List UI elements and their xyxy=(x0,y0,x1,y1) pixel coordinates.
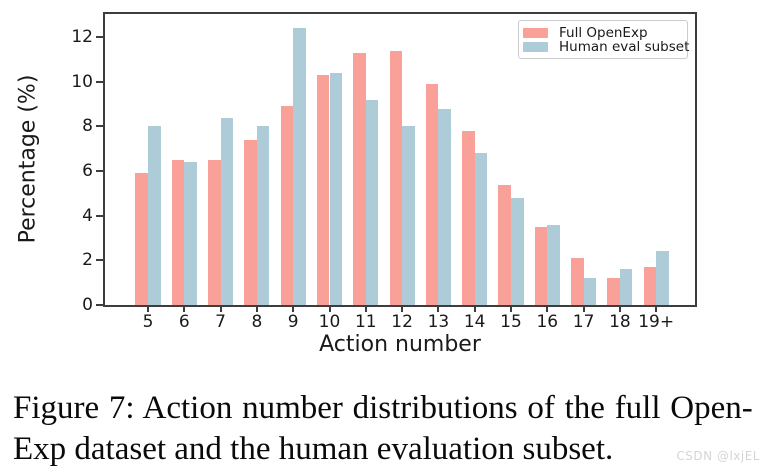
x-tick-label: 13 xyxy=(427,312,450,332)
bar-full-openexp xyxy=(607,278,620,305)
legend-swatch-full-openexp xyxy=(523,27,548,38)
x-tick-label: 16 xyxy=(536,312,559,332)
y-tick-label: 4 xyxy=(82,205,93,226)
x-tick-mark xyxy=(546,306,549,312)
legend-item-full-openexp: Full OpenExp xyxy=(523,24,681,41)
bar-full-openexp xyxy=(571,258,584,305)
bar-human-eval-subset xyxy=(148,126,161,305)
x-tick-label: 14 xyxy=(463,312,486,332)
bar-human-eval-subset xyxy=(329,72,343,305)
bar-full-openexp xyxy=(425,84,439,305)
y-tick-mark xyxy=(96,259,103,262)
y-tick-label: 6 xyxy=(82,161,93,182)
plot-area: Full OpenExp Human eval subset xyxy=(103,12,697,307)
x-tick-label: 9 xyxy=(287,312,299,332)
y-tick-label: 8 xyxy=(82,116,93,137)
bar-full-openexp xyxy=(498,184,511,305)
bar-full-openexp xyxy=(208,159,221,305)
x-tick-label: 17 xyxy=(572,312,595,332)
x-tick-mark xyxy=(328,306,331,312)
y-axis-label: Percentage (%) xyxy=(15,74,41,244)
bar-human-eval-subset xyxy=(402,126,415,305)
x-tick-mark xyxy=(437,306,440,312)
bar-full-openexp xyxy=(462,130,475,305)
y-tick-mark xyxy=(96,80,103,83)
x-tick-mark xyxy=(219,306,222,312)
legend-swatch-human-eval-subset xyxy=(523,41,548,52)
x-tick-mark xyxy=(255,306,258,312)
x-tick-mark xyxy=(473,306,476,312)
x-tick-mark xyxy=(292,306,295,312)
x-tick-mark xyxy=(364,306,367,312)
x-tick-label: 8 xyxy=(251,312,263,332)
watermark: CSDN @lxjEL xyxy=(676,449,760,463)
x-tick-label: 7 xyxy=(215,312,226,332)
x-tick-mark xyxy=(183,306,186,312)
caption-line-1: Figure 7: Action number distributions of… xyxy=(13,390,753,426)
x-tick-mark xyxy=(655,306,658,312)
bar-full-openexp xyxy=(171,159,185,305)
y-tick-label: 2 xyxy=(82,250,93,271)
bar-human-eval-subset xyxy=(656,251,669,305)
bar-chart: Percentage (%) Full OpenExp Human eval s… xyxy=(15,12,697,357)
legend-item-human-eval-subset: Human eval subset xyxy=(523,39,689,55)
y-tick-label: 12 xyxy=(71,27,93,48)
y-tick-label: 10 xyxy=(71,71,93,92)
bar-full-openexp xyxy=(244,139,257,305)
x-tick-label: 15 xyxy=(500,312,522,332)
bar-human-eval-subset xyxy=(583,278,597,305)
x-tick-mark xyxy=(510,306,512,312)
figure-caption: Figure 7: Action number distributions of… xyxy=(13,388,763,470)
x-tick-label: 6 xyxy=(178,312,190,332)
y-tick-label: 0 xyxy=(82,295,93,315)
y-tick-mark xyxy=(96,214,103,217)
bar-full-openexp xyxy=(135,173,148,305)
x-tick-label: 10 xyxy=(318,312,341,332)
bar-full-openexp xyxy=(280,106,294,305)
bar-full-openexp xyxy=(316,75,330,305)
bar-human-eval-subset xyxy=(547,224,560,305)
y-tick-mark xyxy=(96,170,103,173)
bar-human-eval-subset xyxy=(293,28,306,305)
x-tick-label: 11 xyxy=(354,312,377,332)
bar-human-eval-subset xyxy=(365,99,379,305)
legend: Full OpenExp Human eval subset xyxy=(518,20,689,59)
legend-label-human-eval-subset: Human eval subset xyxy=(559,38,690,55)
y-tick-mark xyxy=(96,36,103,39)
x-tick-label: 18 xyxy=(609,312,631,332)
bar-human-eval-subset xyxy=(474,153,488,305)
bar-full-openexp xyxy=(534,226,548,305)
x-tick-label: 12 xyxy=(391,312,413,332)
bar-full-openexp xyxy=(643,267,657,305)
x-tick-mark xyxy=(147,306,149,312)
bar-human-eval-subset xyxy=(184,162,197,305)
x-axis-label: Action number xyxy=(319,332,481,357)
x-tick-label: 19+ xyxy=(638,312,675,332)
legend-label-full-openexp: Full OpenExp xyxy=(559,24,648,41)
bar-human-eval-subset xyxy=(511,197,524,305)
bar-full-openexp xyxy=(353,52,366,305)
x-tick-mark xyxy=(582,306,585,312)
x-tick-mark xyxy=(401,306,404,312)
x-tick-label: 5 xyxy=(142,312,154,332)
y-tick-mark xyxy=(96,125,103,128)
bar-human-eval-subset xyxy=(438,108,451,305)
caption-line-2: Exp dataset and the human evaluation sub… xyxy=(13,431,614,467)
bar-full-openexp xyxy=(389,50,403,305)
y-tick-mark xyxy=(96,304,103,306)
bar-human-eval-subset xyxy=(220,117,234,305)
bar-human-eval-subset xyxy=(256,126,270,305)
bar-human-eval-subset xyxy=(619,269,633,305)
x-tick-mark xyxy=(618,306,621,312)
